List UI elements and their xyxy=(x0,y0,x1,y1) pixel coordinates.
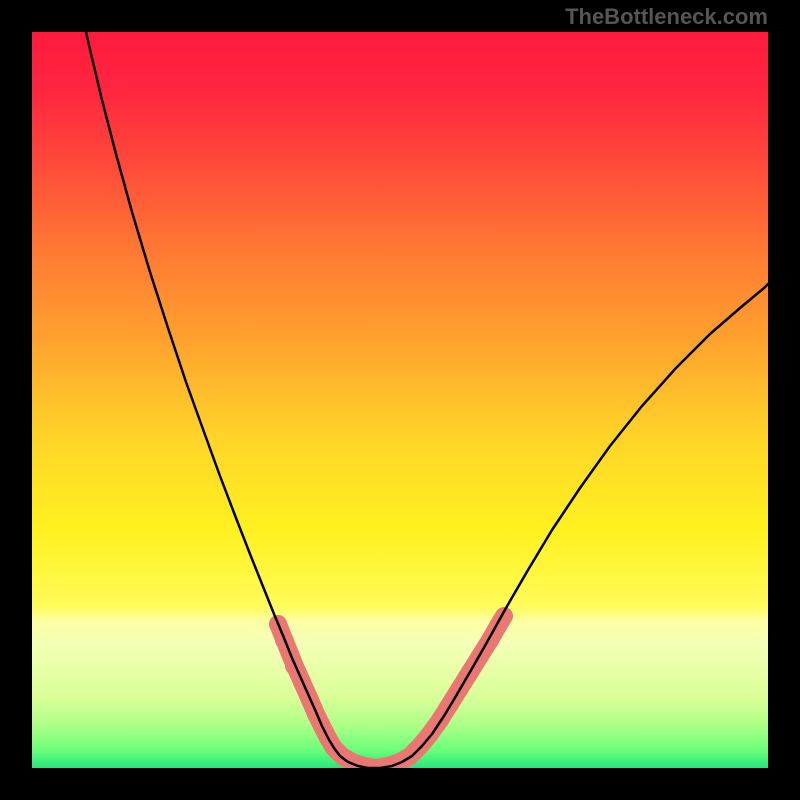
gradient-background xyxy=(32,32,768,768)
chart-frame: TheBottleneck.com xyxy=(0,0,800,800)
watermark-text: TheBottleneck.com xyxy=(565,4,768,30)
plot-area xyxy=(32,32,768,768)
